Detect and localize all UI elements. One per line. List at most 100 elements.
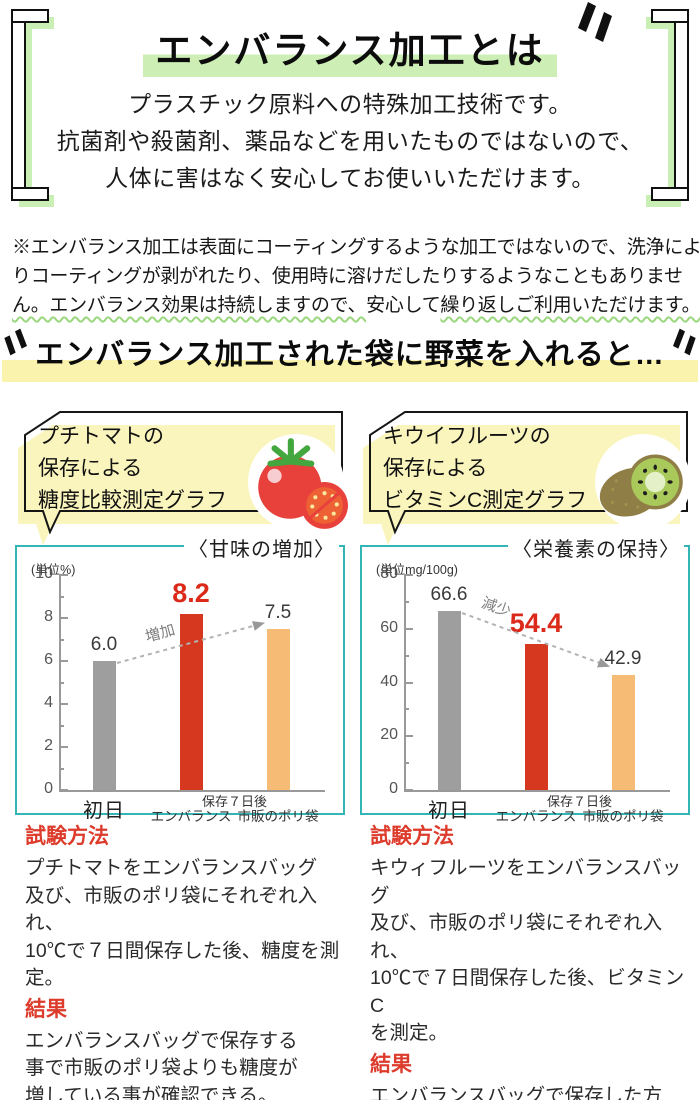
chart-title: 〈甘味の増加〉 <box>184 533 339 562</box>
tomato-test-description: 試験方法 プチトマトをエンバランスバッグ 及び、市販のポリ袋にそれぞれ入れ、 1… <box>15 825 350 1100</box>
tomato-bubble-text: プチトマトの 保存による 糖度比較測定グラフ <box>38 425 227 512</box>
bar-エンバランス <box>179 613 203 790</box>
y-axis-tick <box>404 789 413 791</box>
trend-arrow-label: 増加 <box>144 621 177 645</box>
y-axis-tick-label: 2 <box>44 737 53 754</box>
result-heading: 結果 <box>370 1052 412 1076</box>
x-group-label: 保存７日後 <box>546 794 612 809</box>
result-heading: 結果 <box>25 997 67 1021</box>
note-line-1: ※エンバランス加工は表面にコーティングするような加工ではないので、洗浄によ <box>12 237 700 258</box>
note-wavy-segment: ん。エンバランス効果は持続しますので、 <box>12 295 367 316</box>
x-category-label: エンバランス <box>150 809 232 824</box>
bar-初日 <box>437 611 461 790</box>
y-axis-tick-label: 4 <box>44 694 53 711</box>
note-paragraph: ※エンバランス加工は表面にコーティングするような加工ではないので、洗浄によ りコ… <box>12 233 700 320</box>
tomato-icon <box>248 434 348 530</box>
right-bracket-decoration <box>646 9 689 207</box>
kiwi-test-description: 試験方法 キウィフルーツをエンバランスバッグ 及び、市販のポリ袋にそれぞれ入れ、… <box>360 825 695 1100</box>
kiwi-bubble <box>363 411 688 545</box>
comparison-section: プチトマトの 保存による 糖度比較測定グラフ キウイフルーツの <box>0 405 700 1100</box>
y-axis-minor-tick <box>59 595 64 598</box>
note-line-3: ん。エンバランス効果は持続しますので、安心して繰り返しご利用いただけます。 <box>12 291 700 320</box>
kiwi-bubble-text: キウイフルーツの 保存による ビタミンC測定グラフ <box>383 425 588 512</box>
emphasis-strokes-icon <box>578 2 612 42</box>
page-title: エンバランス加工とは <box>0 20 700 77</box>
bar-value-label: 6.0 <box>90 634 118 655</box>
plot-area: 0 20 40 60 80 66.6 54.4 42.9 初日 保存７日後 エンバランス 市販のポリ袋… <box>362 547 688 824</box>
chart-unit-label: (単位mg/100g) <box>376 563 458 577</box>
y-axis-tick-label: 40 <box>380 672 398 690</box>
bar-エンバランス <box>524 643 548 790</box>
y-axis-minor-tick <box>404 762 409 765</box>
section-heading: エンバランス加工された袋に野菜を入れると… <box>0 328 700 382</box>
kiwi-icon <box>595 434 691 530</box>
note-wavy-segment: 繰り返しご利用いただけます。 <box>440 295 700 316</box>
bar-value-label: 66.6 <box>430 584 468 605</box>
bar-value-label: 42.9 <box>604 647 642 669</box>
y-axis-minor-tick <box>59 681 64 684</box>
y-axis-tick-label: 60 <box>380 618 398 636</box>
result-text: エンバランスバッグで保存した方が、 ビタミンCがより保たれる。 （減少が少ない） <box>370 1084 663 1100</box>
y-axis-tick-label: 8 <box>44 608 53 625</box>
y-axis-tick-label: 80 <box>380 565 398 582</box>
bar-value-label: 8.2 <box>172 577 210 608</box>
left-bracket-decoration <box>11 9 54 207</box>
note-line-2: りコーティングが剥がれたり、使用時に溶けだしたりするようなこともありませ <box>12 266 683 287</box>
sweetness-chart-card: 〈甘味の増加〉 (単位%) 0 2 4 6 8 10 6.0 8.2 7.5 初日 保存７日後 エンバ… <box>15 533 345 824</box>
y-axis-tick <box>404 681 413 684</box>
note-plain-segment: 安心して <box>366 295 441 316</box>
y-axis-tick-label: 0 <box>44 780 53 797</box>
bar-市販のポリ袋 <box>611 674 635 790</box>
chart-title: 〈栄養素の保持〉 <box>508 533 684 562</box>
emphasis-strokes-icon <box>673 328 696 356</box>
y-axis-minor-tick <box>404 654 409 657</box>
y-axis-tick <box>59 703 68 705</box>
y-axis-tick-label: 10 <box>35 565 53 582</box>
x-category-label: 初日 <box>428 800 470 822</box>
chart-unit-label: (単位%) <box>31 563 76 577</box>
x-axis-line <box>59 790 325 792</box>
bar-市販のポリ袋 <box>266 628 290 790</box>
x-category-label: エンバランス <box>495 809 577 824</box>
x-axis-line <box>404 790 670 792</box>
method-heading: 試験方法 <box>25 825 109 848</box>
emphasis-strokes-icon <box>4 328 27 356</box>
y-axis-tick <box>404 735 413 738</box>
y-axis-tick <box>59 574 68 576</box>
y-axis-minor-tick <box>59 724 64 727</box>
bar-初日 <box>92 661 116 790</box>
vitamin-c-chart-card: 〈栄養素の保持〉 (単位mg/100g) 0 20 40 60 80 66.6 54.4 42… <box>360 533 690 824</box>
plot-area: 0 2 4 6 8 10 6.0 8.2 7.5 初日 保存７日後 エンバランス 市販のポリ袋 増加 <box>17 547 343 824</box>
x-category-label: 初日 <box>83 800 125 822</box>
y-axis-minor-tick <box>404 600 409 603</box>
y-axis-tick-label: 0 <box>389 780 398 797</box>
y-axis-tick <box>59 789 68 791</box>
y-axis-minor-tick <box>59 767 64 770</box>
y-axis-minor-tick <box>59 638 64 641</box>
y-axis-tick <box>59 746 68 748</box>
tomato-bubble <box>18 411 343 545</box>
y-axis-line <box>404 575 406 792</box>
y-axis-minor-tick <box>404 708 409 711</box>
y-axis-tick <box>59 660 68 662</box>
x-category-label: 市販のポリ袋 <box>582 809 664 824</box>
y-axis-line <box>59 575 61 792</box>
method-text: プチトマトをエンバランスバッグ 及び、市販のポリ袋にそれぞれ入れ、 10℃で７日… <box>25 857 340 989</box>
x-group-label: 保存７日後 <box>201 794 267 809</box>
yellow-highlight-band <box>2 360 698 382</box>
method-text: キウィフルーツをエンバランスバッグ 及び、市販のポリ袋にそれぞれ入れ、 10℃で… <box>370 857 685 1044</box>
y-axis-tick <box>59 617 68 619</box>
section-heading-text: エンバランス加工された袋に野菜を入れると… <box>35 339 665 371</box>
y-axis-tick-label: 20 <box>380 726 398 744</box>
method-heading: 試験方法 <box>370 825 454 848</box>
x-category-label: 市販のポリ袋 <box>237 809 319 824</box>
y-axis-tick <box>404 627 413 630</box>
page-title-text: エンバランス加工とは <box>143 30 557 77</box>
y-axis-tick-label: 6 <box>44 651 53 668</box>
bar-value-label: 7.5 <box>264 601 292 623</box>
y-axis-tick <box>404 574 413 576</box>
header-description: プラスチック原料への特殊加工技術です。 抗菌剤や殺菌剤、薬品などを用いたものでは… <box>56 91 644 191</box>
result-text: エンバランスバッグで保存する 事で市販のポリ袋よりも糖度が 増している事が確認で… <box>25 1029 298 1100</box>
bar-value-label: 54.4 <box>509 607 563 638</box>
